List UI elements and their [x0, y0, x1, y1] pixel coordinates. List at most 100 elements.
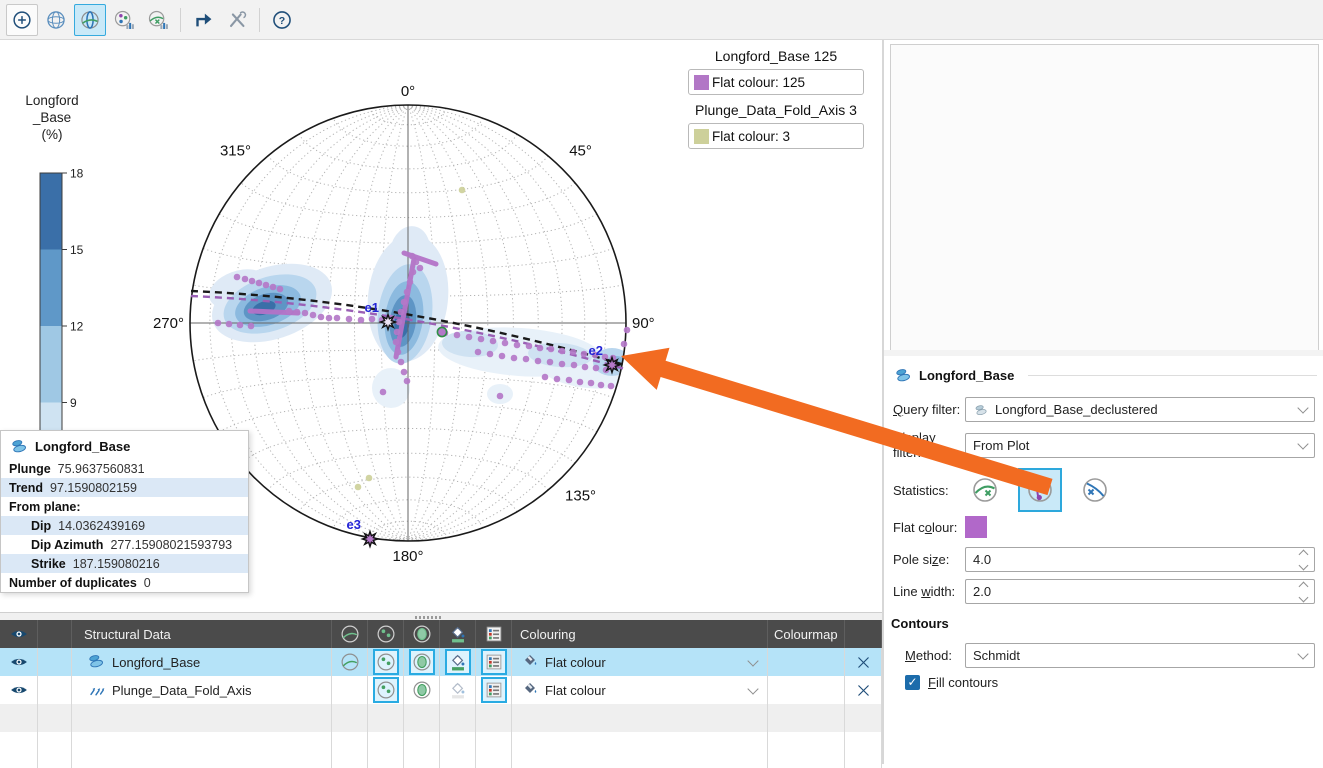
- empty-cell: [440, 732, 476, 768]
- statistics-girdle-button[interactable]: [1075, 468, 1115, 512]
- empty-cell: [332, 704, 368, 732]
- remove-button[interactable]: [845, 648, 882, 676]
- toggle-plane[interactable]: [332, 648, 368, 676]
- paint-bucket-icon: [520, 651, 540, 674]
- stereonet-icon: [79, 9, 101, 31]
- disc-icon: [86, 651, 106, 674]
- splitter-handle-icon[interactable]: [415, 616, 443, 619]
- flat-colour-swatch[interactable]: [965, 516, 987, 538]
- legend-label: Flat colour: 3: [712, 129, 790, 144]
- spinner-arrows-icon[interactable]: [1300, 583, 1307, 601]
- query-filter-icon: [973, 402, 989, 418]
- empty-cell: [404, 732, 440, 768]
- toolbar-button-declustered-statistics[interactable]: [142, 4, 174, 36]
- colouring-header: Colouring: [512, 620, 768, 648]
- empty-cell: [845, 704, 882, 732]
- contours-heading: Contours: [891, 616, 949, 631]
- display-filter-value: From Plot: [973, 438, 1029, 453]
- toolbar-button-add[interactable]: [6, 4, 38, 36]
- statistics-eigen-button[interactable]: [1018, 468, 1062, 512]
- properties-panel: Longford_Base Query filter: Longford_Bas…: [884, 356, 1323, 764]
- toolbar-divider: [259, 8, 260, 32]
- svg-text:15: 15: [70, 243, 84, 257]
- toolbar-button-options[interactable]: [221, 4, 253, 36]
- toolbar-button-help[interactable]: ?: [266, 4, 298, 36]
- properties-title: Longford_Base: [919, 368, 1014, 383]
- toggle-bucket[interactable]: [440, 648, 476, 676]
- toggle-contours[interactable]: [404, 648, 440, 676]
- structural-data-header: Structural Data: [72, 620, 332, 648]
- tooltip-row: Number of duplicates0: [1, 573, 248, 592]
- empty-cell: [0, 732, 38, 768]
- display-filter-select[interactable]: From Plot: [965, 433, 1315, 458]
- spinner-arrows-icon[interactable]: [1300, 551, 1307, 569]
- fill-contours-checkbox[interactable]: ✓: [905, 675, 920, 690]
- remove-button[interactable]: [845, 676, 882, 704]
- method-value: Schmidt: [973, 648, 1020, 663]
- chevron-down-icon: [747, 655, 758, 666]
- line-width-label: Line width:: [893, 584, 965, 599]
- svg-text:270°: 270°: [153, 315, 184, 332]
- stats-declustered-icon: [147, 9, 169, 31]
- tooltip-row: Trend97.1590802159: [1, 478, 248, 497]
- empty-cell: [368, 704, 404, 732]
- svg-text:135°: 135°: [565, 488, 596, 505]
- svg-text:_Base: _Base: [32, 110, 71, 125]
- visibility-eye[interactable]: [0, 648, 38, 676]
- toolbar-button-category-statistics[interactable]: [108, 4, 140, 36]
- toggle-poles[interactable]: [368, 676, 404, 704]
- svg-text:90°: 90°: [632, 315, 655, 332]
- colouring-select[interactable]: Flat colour: [512, 648, 768, 676]
- row-name[interactable]: Plunge_Data_Fold_Axis: [72, 676, 332, 704]
- method-label: Method:: [905, 648, 965, 663]
- toggle-poles[interactable]: [368, 648, 404, 676]
- statistics-plane-button[interactable]: [965, 468, 1005, 512]
- bucket-column-header: [440, 620, 476, 648]
- toggle-legend[interactable]: [476, 648, 512, 676]
- row-name[interactable]: Longford_Base: [72, 648, 332, 676]
- properties-header: Longford_Base: [893, 365, 1317, 385]
- empty-cell: [440, 704, 476, 732]
- toggle-bucket[interactable]: [440, 676, 476, 704]
- toolbar: ?: [0, 0, 1323, 40]
- colourmap-header: Colourmap: [768, 620, 845, 648]
- toolbar-button-scene-view[interactable]: [40, 4, 72, 36]
- toolbar-button-export[interactable]: [187, 4, 219, 36]
- pole-size-stepper[interactable]: 4.0: [965, 547, 1315, 572]
- line-width-stepper[interactable]: 2.0: [965, 579, 1315, 604]
- tooltip-row: Dip Azimuth277.15908021593793: [1, 535, 248, 554]
- colourmap-cell: [768, 648, 845, 676]
- method-select[interactable]: Schmidt: [965, 643, 1315, 668]
- query-filter-select[interactable]: Longford_Base_declustered: [965, 397, 1315, 422]
- fold-axis-icon: [86, 679, 106, 702]
- paint-bucket-icon: [520, 679, 540, 702]
- empty-cell: [72, 704, 332, 732]
- toggle-plane[interactable]: [332, 676, 368, 704]
- legend-item: Flat colour: 3: [688, 123, 864, 149]
- toggle-legend[interactable]: [476, 676, 512, 704]
- delete-column-header: [845, 620, 882, 648]
- contours-column-header: [404, 620, 440, 648]
- legend-title: Plunge_Data_Fold_Axis 3: [688, 102, 864, 118]
- svg-text:(%): (%): [42, 127, 63, 142]
- legend-title: Longford_Base 125: [688, 48, 864, 64]
- horizontal-splitter[interactable]: [0, 612, 882, 620]
- svg-text:315°: 315°: [220, 142, 251, 159]
- visibility-eye[interactable]: [0, 676, 38, 704]
- visibility-column-header: [0, 620, 38, 648]
- secondary-panel-empty: [890, 44, 1319, 351]
- colouring-select[interactable]: Flat colour: [512, 676, 768, 704]
- empty-cell: [476, 732, 512, 768]
- globe-icon: [45, 9, 67, 31]
- svg-text:45°: 45°: [569, 142, 592, 159]
- toolbar-divider: [180, 8, 181, 32]
- stats-category-icon: [113, 9, 135, 31]
- legend-label: Flat colour: 125: [712, 75, 805, 90]
- chevron-down-icon: [1297, 402, 1308, 413]
- toolbar-button-stereonet-view[interactable]: [74, 4, 106, 36]
- statistics-label: Statistics:: [893, 483, 965, 498]
- spacer-column-header: [38, 620, 72, 648]
- toggle-contours[interactable]: [404, 676, 440, 704]
- empty-cell: [768, 732, 845, 768]
- empty-cell: [72, 732, 332, 768]
